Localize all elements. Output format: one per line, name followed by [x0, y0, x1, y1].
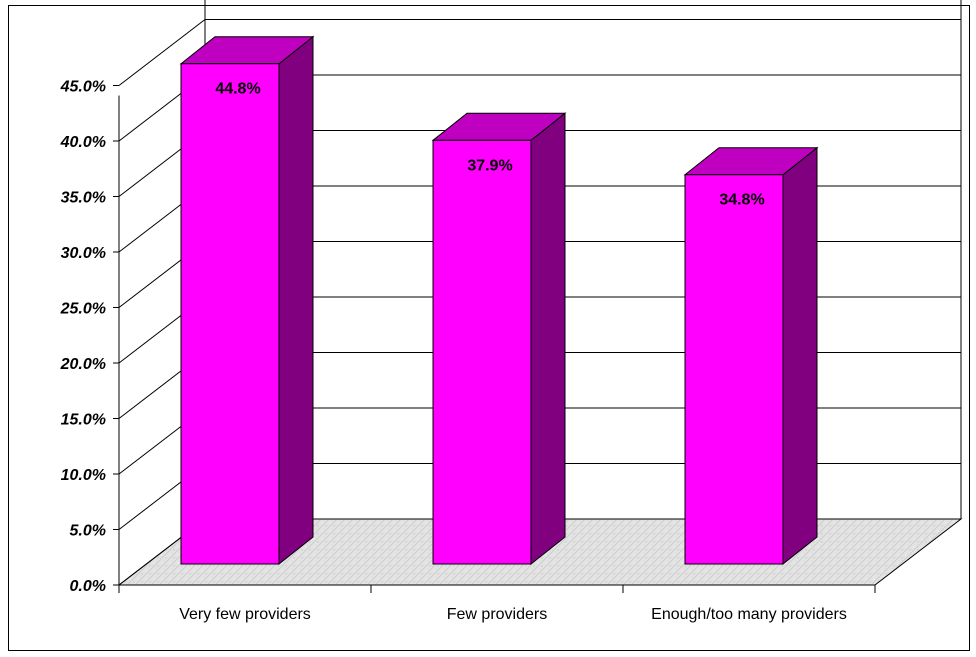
- y-tick-label: 0.0%: [70, 578, 106, 595]
- y-tick-label: 20.0%: [60, 356, 106, 373]
- y-tick-label: 40.0%: [60, 134, 106, 151]
- bar: [180, 63, 280, 565]
- data-label: 44.8%: [215, 81, 260, 98]
- x-tick-label: Enough/too many providers: [651, 606, 847, 623]
- bar: [432, 139, 532, 565]
- y-tick-label: 25.0%: [60, 301, 106, 318]
- data-label: 37.9%: [467, 157, 512, 174]
- bar-side: [782, 146, 818, 566]
- y-tick-label: 5.0%: [70, 523, 106, 540]
- x-tick-label: Very few providers: [179, 606, 311, 623]
- side-gridline: [118, 19, 206, 86]
- y-tick-label: 30.0%: [61, 245, 106, 262]
- data-label: 34.8%: [719, 192, 764, 209]
- y-tick-label: 10.0%: [61, 467, 106, 484]
- y-tick-label: 15.0%: [61, 412, 106, 429]
- x-tick-label: Few providers: [447, 606, 547, 623]
- y-tick-label: 35.0%: [61, 190, 106, 207]
- bar-side: [278, 35, 314, 566]
- y-tick-label: 45.0%: [60, 79, 106, 96]
- bar-side: [530, 112, 566, 566]
- bar: [684, 174, 784, 565]
